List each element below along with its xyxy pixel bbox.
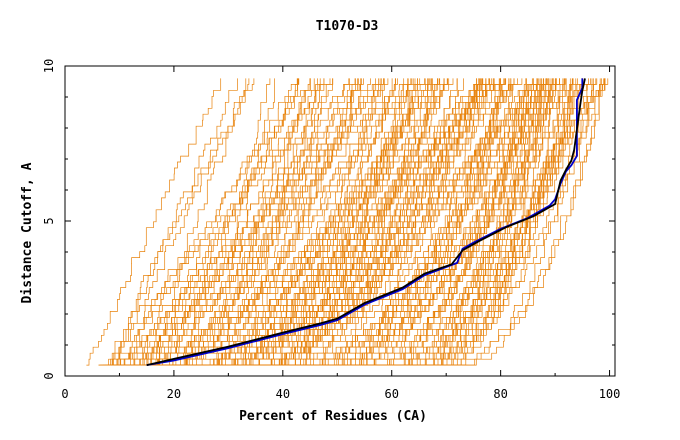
y-axis-label: Distance Cutoff, A — [20, 162, 35, 303]
x-tick-label: 40 — [276, 387, 290, 401]
model-line — [123, 78, 349, 365]
x-tick-label: 100 — [599, 387, 621, 401]
x-tick-label: 20 — [167, 387, 181, 401]
model-line — [86, 78, 220, 365]
chart-title: T1070-D3 — [316, 19, 379, 34]
x-tick-label: 60 — [385, 387, 399, 401]
background-model-lines — [86, 78, 607, 365]
y-tick-label: 0 — [42, 372, 56, 379]
y-tick-label: 10 — [42, 59, 56, 73]
x-tick-label: 80 — [493, 387, 507, 401]
y-tick-label: 5 — [42, 217, 56, 224]
x-tick-label: 0 — [61, 387, 68, 401]
x-axis-label: Percent of Residues (CA) — [239, 409, 427, 424]
